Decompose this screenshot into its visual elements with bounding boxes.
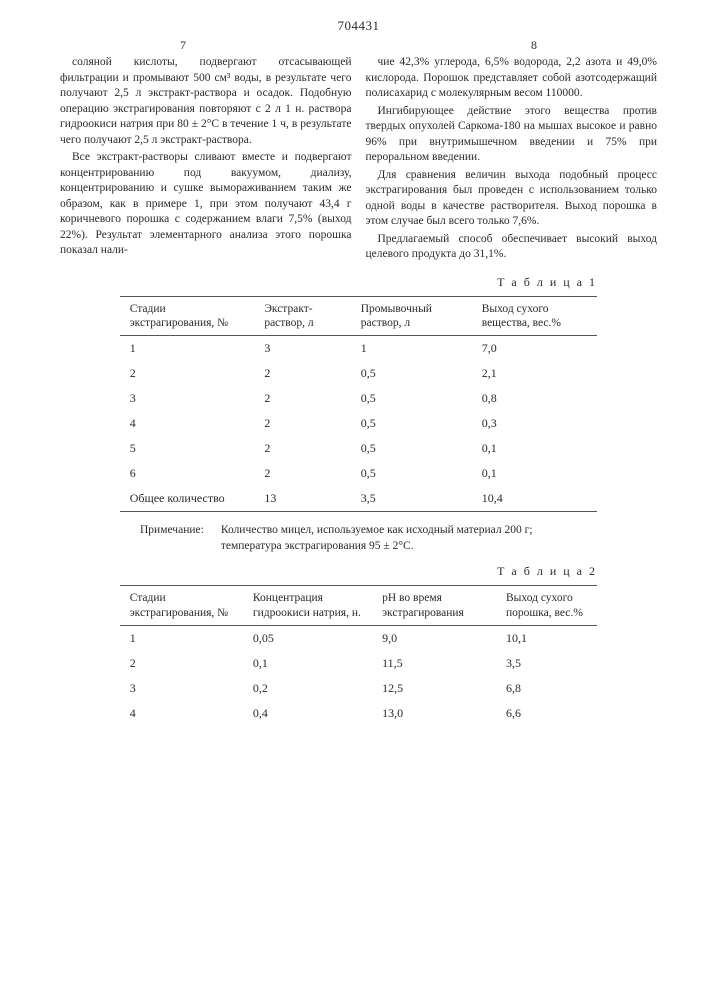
table-row: 320,50,8 <box>120 386 598 411</box>
table1: Стадии экстрагирования, № Экстракт-раств… <box>120 296 598 514</box>
td: 7,0 <box>472 336 598 362</box>
left-column: соляной кислоты, подвергают отсасывающей… <box>60 55 352 265</box>
td: 3 <box>254 336 350 362</box>
td: 0,1 <box>243 651 372 676</box>
para: Все экстракт-растворы сливают вместе и п… <box>60 150 352 259</box>
td: 5 <box>120 436 255 461</box>
td: 0,05 <box>243 626 372 652</box>
td: 2 <box>120 361 255 386</box>
table1-label: Т а б л и ц а 1 <box>60 275 597 290</box>
table2: Стадии экстрагирования, № Концентрация г… <box>120 585 598 726</box>
td: 0,8 <box>472 386 598 411</box>
th: pH во время экстрагирования <box>372 586 496 626</box>
para: Для сравнения величин выхода подобный пр… <box>366 168 658 230</box>
td: 10,1 <box>496 626 597 652</box>
td: 0,3 <box>472 411 598 436</box>
td: 0,5 <box>351 411 472 436</box>
table-row: 1317,0 <box>120 336 598 362</box>
td: 3 <box>120 676 243 701</box>
td: 2 <box>254 361 350 386</box>
page-left: 7 <box>180 38 186 53</box>
table-row: 220,52,1 <box>120 361 598 386</box>
td: 0,2 <box>243 676 372 701</box>
td: 0,5 <box>351 436 472 461</box>
td: Общее количество <box>120 486 255 512</box>
td: 9,0 <box>372 626 496 652</box>
para: Предлагаемый способ обеспечивает высокий… <box>366 232 658 263</box>
table-row: 20,111,53,5 <box>120 651 598 676</box>
td: 2 <box>254 386 350 411</box>
table-total-row: Общее количество133,510,4 <box>120 486 598 512</box>
table-row: 10,059,010,1 <box>120 626 598 652</box>
table2-label: Т а б л и ц а 2 <box>60 564 597 579</box>
page-right: 8 <box>531 38 537 53</box>
table-row: 520,50,1 <box>120 436 598 461</box>
table1-note: Примечание: Количество мицел, используем… <box>140 523 597 554</box>
td: 6,8 <box>496 676 597 701</box>
td: 0,4 <box>243 701 372 726</box>
td: 0,5 <box>351 386 472 411</box>
table-row: 40,413,06,6 <box>120 701 598 726</box>
td: 3,5 <box>496 651 597 676</box>
td: 13,0 <box>372 701 496 726</box>
td: 13 <box>254 486 350 512</box>
td: 2 <box>254 461 350 486</box>
td: 0,5 <box>351 361 472 386</box>
td: 2 <box>120 651 243 676</box>
table-row: 30,212,56,8 <box>120 676 598 701</box>
th: Выход сухого порошка, вес.% <box>496 586 597 626</box>
th: Выход сухого вещества, вес.% <box>472 296 598 336</box>
th: Стадии экстрагирования, № <box>120 296 255 336</box>
para: чие 42,3% углерода, 6,5% водорода, 2,2 а… <box>366 55 658 102</box>
th: Стадии экстрагирования, № <box>120 586 243 626</box>
text-columns: соляной кислоты, подвергают отсасывающей… <box>60 55 657 265</box>
td: 2 <box>254 411 350 436</box>
page-root: 704431 7 8 соляной кислоты, подвергают о… <box>0 0 707 746</box>
td: 1 <box>120 336 255 362</box>
th: Промывочный раствор, л <box>351 296 472 336</box>
td: 4 <box>120 411 255 436</box>
td: 2,1 <box>472 361 598 386</box>
note-text: Количество мицел, используемое как исход… <box>221 523 588 554</box>
td: 4 <box>120 701 243 726</box>
th: Концентрация гидроокиси натрия, н. <box>243 586 372 626</box>
table-row: 620,50,1 <box>120 461 598 486</box>
th: Экстракт-раствор, л <box>254 296 350 336</box>
td: 2 <box>254 436 350 461</box>
td: 6,6 <box>496 701 597 726</box>
td: 0,1 <box>472 461 598 486</box>
td: 3,5 <box>351 486 472 512</box>
td: 10,4 <box>472 486 598 512</box>
td: 1 <box>351 336 472 362</box>
td: 1 <box>120 626 243 652</box>
page-numbers: 7 8 <box>60 38 657 55</box>
td: 12,5 <box>372 676 496 701</box>
td: 11,5 <box>372 651 496 676</box>
td: 3 <box>120 386 255 411</box>
td: 0,1 <box>472 436 598 461</box>
para: соляной кислоты, подвергают отсасывающей… <box>60 55 352 148</box>
td: 6 <box>120 461 255 486</box>
note-label: Примечание: <box>140 523 218 539</box>
right-column: чие 42,3% углерода, 6,5% водорода, 2,2 а… <box>366 55 658 265</box>
para: Ингибирующее действие этого вещества про… <box>366 104 658 166</box>
doc-number: 704431 <box>60 18 657 34</box>
td: 0,5 <box>351 461 472 486</box>
table-row: 420,50,3 <box>120 411 598 436</box>
